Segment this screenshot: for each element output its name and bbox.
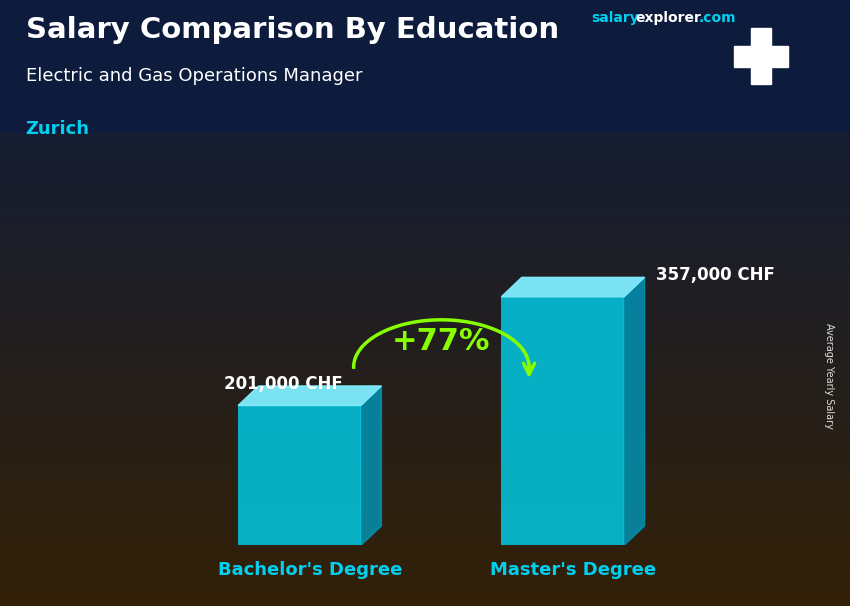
Text: +77%: +77% bbox=[392, 327, 490, 356]
Text: Electric and Gas Operations Manager: Electric and Gas Operations Manager bbox=[26, 67, 362, 85]
Bar bbox=[238, 405, 361, 545]
Text: .com: .com bbox=[699, 11, 736, 25]
Polygon shape bbox=[238, 386, 382, 405]
Text: salary: salary bbox=[591, 11, 638, 25]
Text: 357,000 CHF: 357,000 CHF bbox=[656, 266, 775, 284]
Bar bbox=[751, 28, 771, 84]
Polygon shape bbox=[361, 386, 382, 545]
Text: Zurich: Zurich bbox=[26, 120, 89, 138]
Text: Salary Comparison By Education: Salary Comparison By Education bbox=[26, 16, 558, 44]
Text: 201,000 CHF: 201,000 CHF bbox=[224, 375, 343, 393]
Text: Average Yearly Salary: Average Yearly Salary bbox=[824, 323, 834, 428]
Polygon shape bbox=[502, 278, 644, 297]
Text: Bachelor's Degree: Bachelor's Degree bbox=[218, 561, 402, 579]
Text: explorer: explorer bbox=[636, 11, 701, 25]
Bar bbox=[734, 45, 788, 67]
Bar bbox=[502, 297, 624, 545]
Text: Master's Degree: Master's Degree bbox=[490, 561, 656, 579]
Polygon shape bbox=[624, 278, 644, 545]
